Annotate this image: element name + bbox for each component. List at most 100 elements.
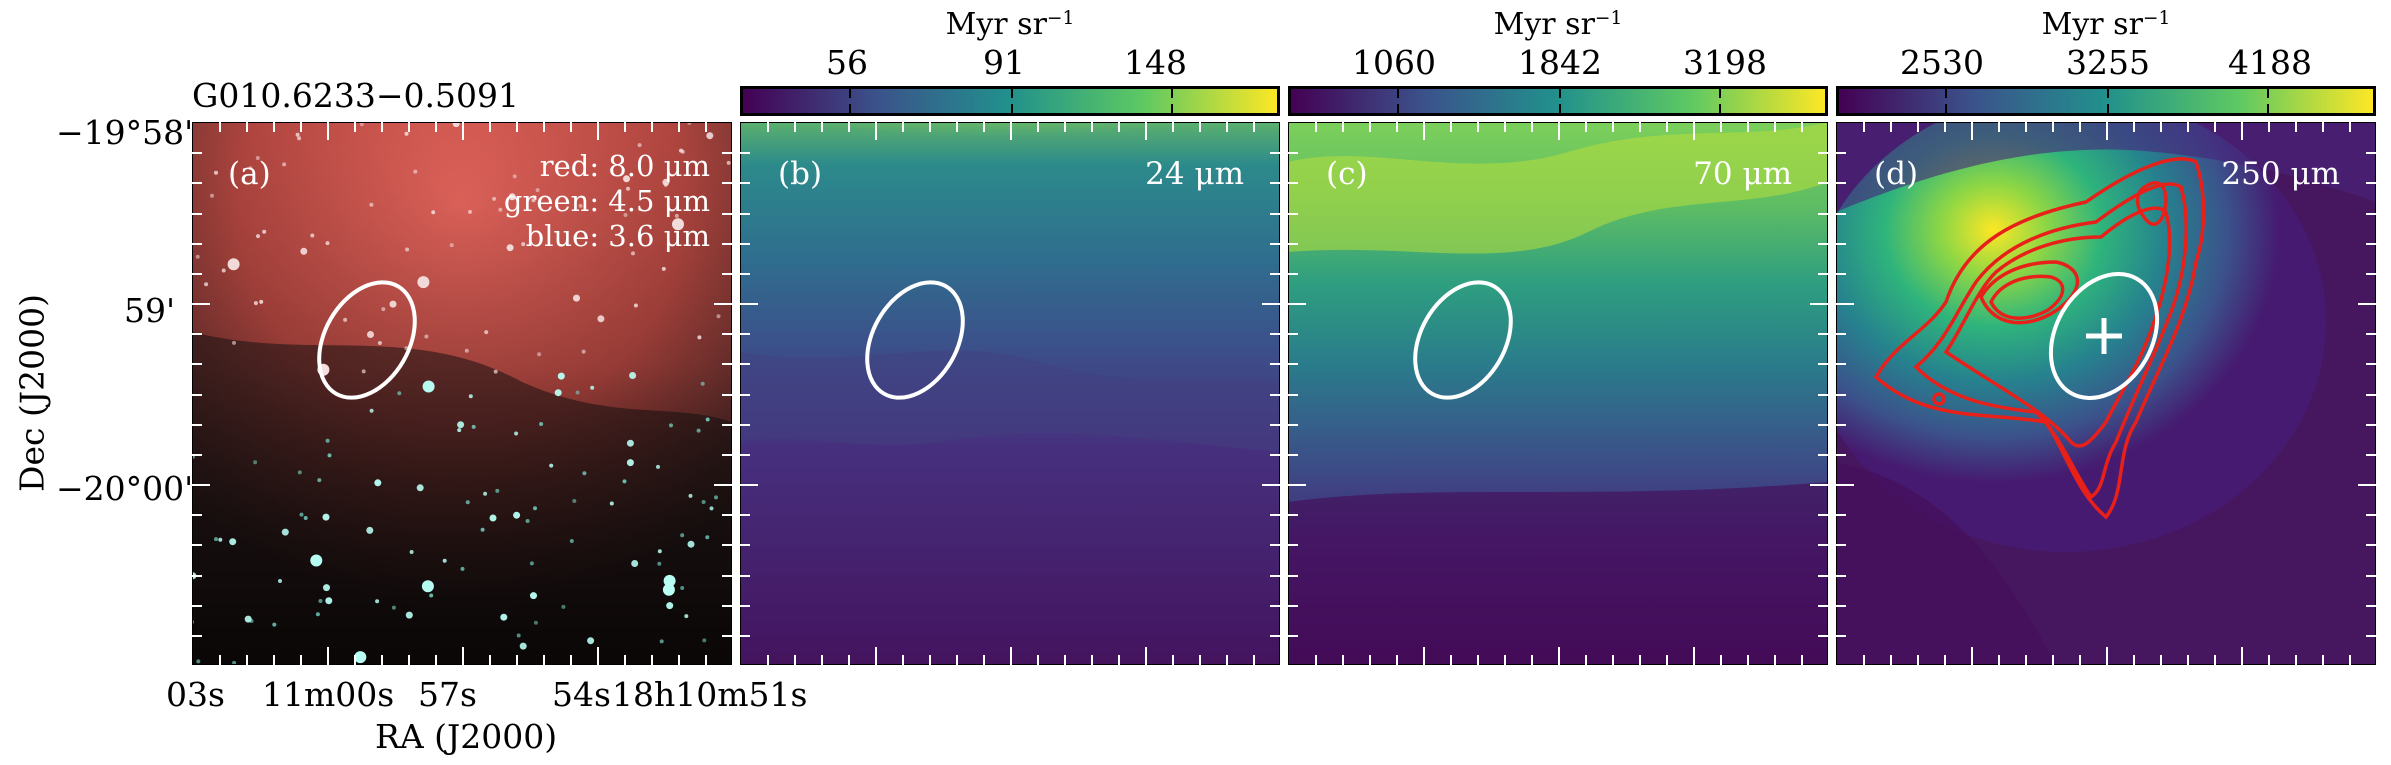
axis-tick (740, 453, 750, 456)
axis-tick (740, 363, 750, 366)
star (623, 213, 628, 217)
star (492, 196, 497, 201)
star (633, 303, 638, 308)
panel-letter: (c) (1326, 156, 1368, 192)
axis-tick (2160, 122, 2162, 132)
axis-tick (722, 634, 732, 637)
star (498, 207, 503, 212)
axis-tick (1270, 272, 1280, 275)
star (317, 478, 322, 483)
axis-tick (722, 242, 732, 245)
rgb-legend-blue: blue: 3.6 μm (525, 219, 710, 253)
axis-tick (435, 122, 437, 132)
axis-tick (543, 655, 545, 665)
star (253, 460, 258, 465)
axis-tick (192, 604, 202, 607)
axis-tick (1199, 122, 1201, 132)
star (281, 528, 289, 536)
star (581, 349, 586, 354)
star (322, 513, 330, 521)
axis-tick (740, 333, 750, 336)
axis-tick (1747, 655, 1749, 665)
axis-tick (408, 655, 410, 665)
star (204, 282, 209, 287)
axis-tick (1585, 122, 1587, 132)
axis-tick (1836, 514, 1846, 517)
axis-tick (1270, 574, 1280, 577)
axis-tick (516, 655, 518, 665)
star (409, 550, 414, 554)
axis-tick (1836, 604, 1846, 607)
axis-tick (1836, 363, 1846, 366)
star (533, 620, 538, 625)
axis-tick (1288, 182, 1298, 185)
axis-tick (1450, 122, 1452, 132)
axis-tick (1836, 303, 1854, 305)
star (529, 561, 534, 566)
axis-tick (1836, 272, 1846, 275)
star (539, 422, 544, 426)
star (696, 428, 701, 433)
axis-tick (273, 655, 275, 665)
star (701, 500, 706, 504)
colorbar-tick-label: 148 (1124, 43, 1187, 82)
axis-tick (2349, 655, 2351, 665)
axis-tick (1558, 647, 1560, 665)
axis-tick (740, 272, 750, 275)
axis-tick (1504, 655, 1506, 665)
axis-tick (570, 122, 572, 132)
axis-tick (740, 242, 750, 245)
star (229, 538, 237, 546)
axis-tick (1342, 122, 1344, 132)
axis-tick (2366, 423, 2376, 426)
star (195, 254, 200, 259)
x-tick-label: 11m00s (262, 675, 395, 714)
axis-tick (192, 363, 202, 366)
axis-tick (1118, 655, 1120, 665)
panel-d-image: (d) 250 μm (1836, 122, 2376, 665)
axis-tick (2079, 122, 2081, 132)
axis-tick (740, 303, 758, 305)
axis-tick (2366, 363, 2376, 366)
panel-band: 70 μm (1693, 156, 1792, 192)
panel-b-image: (b) 24 μm (740, 122, 1280, 665)
star (626, 186, 630, 191)
axis-tick (2366, 212, 2376, 215)
star (248, 166, 253, 171)
star (726, 160, 731, 165)
star (626, 459, 634, 467)
star (282, 162, 287, 167)
axis-tick (1172, 122, 1174, 132)
axis-tick (875, 647, 877, 665)
axis-tick (1423, 122, 1425, 140)
star (310, 554, 323, 567)
star (688, 493, 693, 498)
star (716, 314, 721, 319)
axis-tick (192, 484, 210, 486)
axis-tick (192, 272, 202, 275)
axis-tick (1818, 182, 1828, 185)
axis-tick (1288, 152, 1298, 155)
star (519, 642, 527, 650)
star (590, 385, 595, 390)
panel-a-image: (a) red: 8.0 μm green: 4.5 μm blue: 3.6 … (192, 122, 732, 665)
star (255, 156, 260, 160)
star (687, 540, 695, 548)
axis-tick (1836, 574, 1846, 577)
star (256, 234, 260, 239)
axis-tick (1369, 122, 1371, 132)
axis-tick (1010, 647, 1012, 665)
star (303, 516, 308, 520)
axis-tick (1531, 655, 1533, 665)
star (661, 266, 666, 271)
axis-tick (678, 122, 680, 132)
y-axis-label: Dec (J2000) (12, 294, 52, 492)
axis-tick (740, 212, 750, 215)
axis-tick (1396, 655, 1398, 665)
star (597, 315, 605, 323)
axis-tick (1971, 122, 1973, 140)
colorbar-tick-label: 91 (983, 43, 1025, 82)
axis-tick (1863, 122, 1865, 132)
axis-tick (1270, 423, 1280, 426)
axis-tick (722, 393, 732, 396)
